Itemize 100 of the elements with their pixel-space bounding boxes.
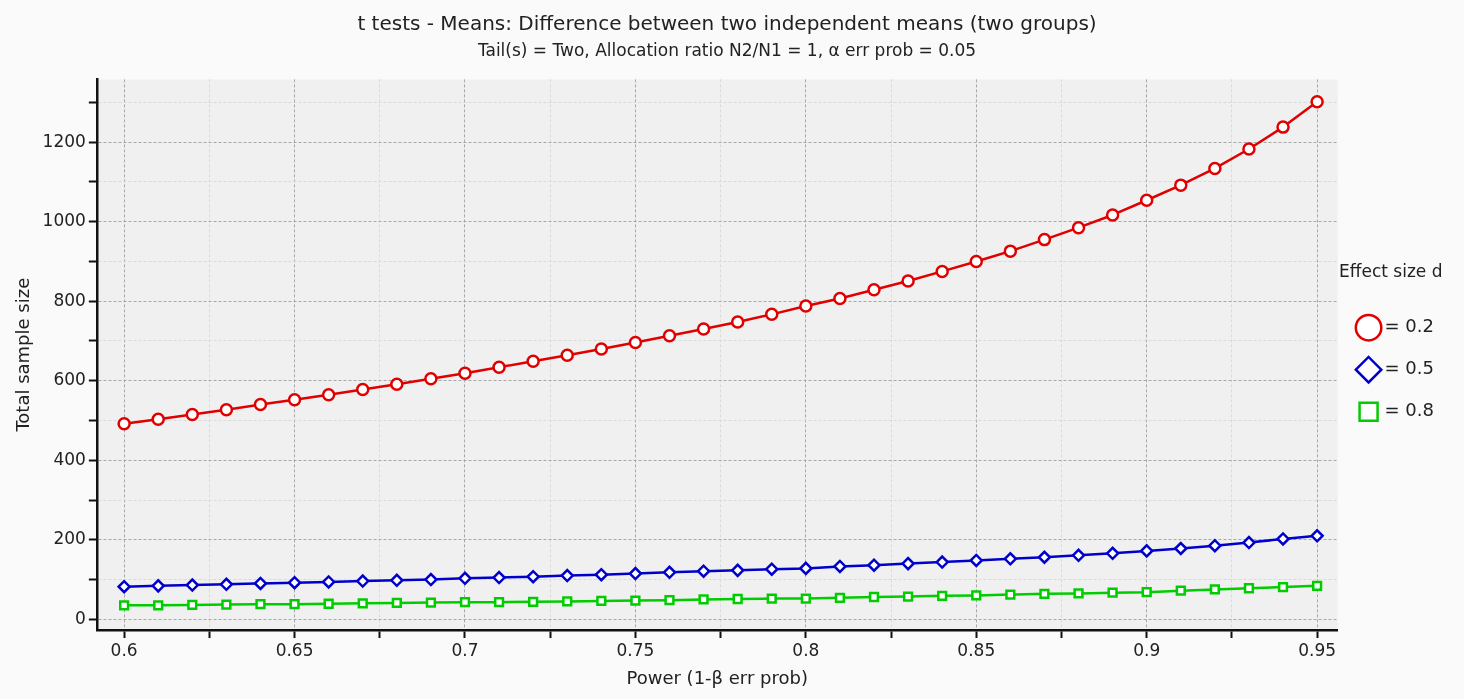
point bbox=[355, 574, 370, 588]
point bbox=[732, 593, 743, 605]
point bbox=[185, 407, 200, 422]
legend-label: = 0.5 bbox=[1384, 357, 1435, 379]
x-axis-title: Power (1-β err prob) bbox=[626, 666, 808, 688]
point bbox=[799, 299, 813, 313]
legend-title: Effect size d bbox=[1339, 261, 1443, 282]
point bbox=[1071, 548, 1086, 563]
point bbox=[287, 575, 302, 590]
point bbox=[1039, 588, 1050, 599]
point bbox=[1174, 541, 1188, 556]
point bbox=[935, 555, 949, 569]
point bbox=[664, 595, 675, 606]
legend-label: = 0.2 bbox=[1384, 315, 1435, 337]
point bbox=[765, 562, 779, 576]
point bbox=[901, 556, 915, 571]
point bbox=[594, 342, 609, 356]
point bbox=[1276, 532, 1290, 546]
point bbox=[630, 595, 641, 606]
y-tick-label: 600 bbox=[53, 369, 86, 390]
point bbox=[493, 597, 505, 608]
x-tick-label: 0.8 bbox=[792, 639, 820, 660]
point bbox=[1174, 178, 1188, 192]
point bbox=[1005, 589, 1016, 600]
point bbox=[219, 403, 234, 417]
x-tick-label: 0.75 bbox=[616, 639, 655, 660]
point bbox=[698, 594, 709, 605]
point bbox=[935, 264, 949, 279]
point bbox=[253, 397, 268, 412]
point bbox=[766, 593, 777, 604]
point bbox=[1071, 220, 1086, 235]
point bbox=[800, 593, 811, 604]
point bbox=[560, 348, 574, 363]
point bbox=[526, 354, 540, 369]
point bbox=[696, 564, 711, 578]
point bbox=[833, 291, 847, 306]
chart-title: t tests - Means: Difference between two independent means (two groups) bbox=[357, 11, 1097, 36]
point bbox=[287, 393, 302, 407]
point bbox=[799, 561, 813, 576]
point bbox=[1139, 193, 1154, 207]
chart-subtitle: Tail(s) = Two, Allocation ratio N2/N1 = 1, α err prob = 0.05 bbox=[476, 39, 977, 60]
point bbox=[253, 576, 268, 591]
point bbox=[596, 595, 607, 607]
legend-label: = 0.8 bbox=[1384, 399, 1435, 421]
point bbox=[390, 377, 404, 392]
y-axis-title: Total sample size bbox=[12, 277, 34, 433]
point bbox=[117, 416, 131, 431]
point bbox=[662, 565, 677, 580]
point bbox=[730, 563, 745, 578]
point bbox=[321, 575, 336, 589]
x-tick-label: 0.6 bbox=[110, 639, 138, 660]
point bbox=[1141, 587, 1152, 598]
point bbox=[117, 579, 131, 594]
point bbox=[765, 307, 779, 322]
point bbox=[424, 372, 438, 386]
point bbox=[1003, 552, 1018, 566]
point bbox=[833, 559, 847, 574]
x-tick-label: 0.95 bbox=[1298, 639, 1337, 660]
point bbox=[1037, 232, 1052, 247]
point bbox=[560, 568, 574, 583]
point bbox=[696, 322, 711, 336]
point bbox=[1107, 587, 1118, 598]
point bbox=[221, 599, 232, 610]
point bbox=[187, 599, 198, 611]
point bbox=[562, 596, 573, 607]
point bbox=[1073, 588, 1084, 599]
x-tick-label: 0.7 bbox=[451, 639, 479, 660]
point bbox=[458, 366, 472, 380]
point bbox=[321, 387, 336, 402]
point bbox=[323, 598, 334, 609]
point bbox=[151, 412, 165, 427]
point bbox=[153, 600, 164, 611]
point bbox=[526, 569, 540, 584]
point bbox=[1209, 584, 1220, 595]
y-tick-label: 0 bbox=[75, 607, 86, 628]
point bbox=[1311, 580, 1323, 592]
y-tick-label: 400 bbox=[53, 448, 86, 469]
point bbox=[1310, 94, 1324, 109]
point bbox=[1208, 538, 1222, 553]
point bbox=[902, 591, 914, 602]
point bbox=[901, 274, 915, 288]
y-tick-label: 200 bbox=[53, 528, 86, 549]
point bbox=[355, 382, 370, 397]
point bbox=[492, 570, 506, 585]
point bbox=[867, 558, 881, 572]
x-tick-label: 0.9 bbox=[1133, 639, 1161, 660]
point bbox=[969, 254, 984, 269]
point bbox=[459, 597, 471, 608]
point bbox=[1208, 161, 1222, 176]
point bbox=[834, 592, 846, 603]
y-tick-label: 800 bbox=[53, 289, 86, 310]
point bbox=[289, 599, 300, 610]
point bbox=[255, 599, 266, 610]
point bbox=[1276, 120, 1290, 134]
y-tick-label: 1200 bbox=[42, 130, 86, 151]
point bbox=[1277, 581, 1289, 593]
point bbox=[628, 335, 643, 350]
y-tick-label: 1000 bbox=[42, 210, 86, 231]
point bbox=[391, 597, 402, 609]
point bbox=[730, 315, 745, 329]
